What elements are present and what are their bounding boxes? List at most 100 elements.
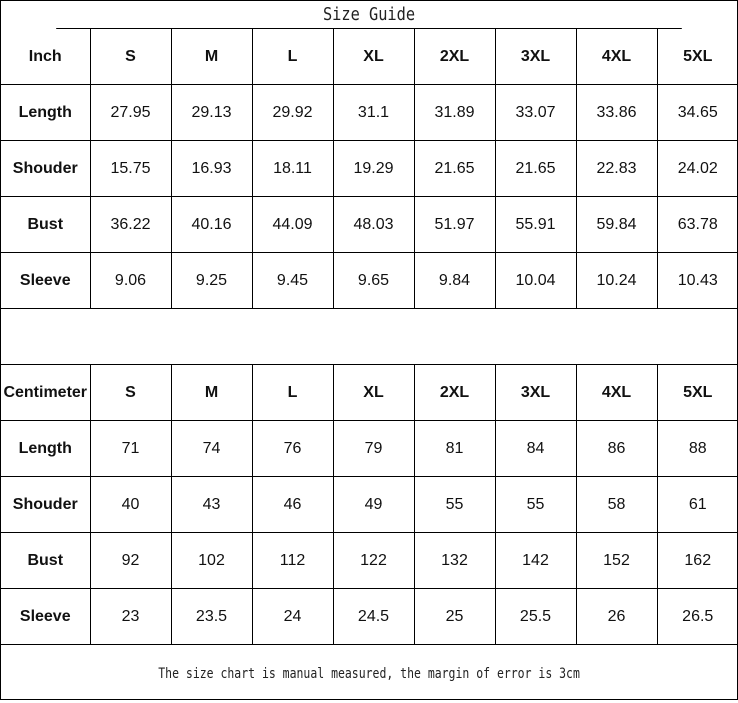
measurement-cell: 24.5	[332, 588, 415, 645]
measurement-note: The size chart is manual measured, the m…	[1, 645, 737, 700]
measurement-cell: 16.93	[170, 140, 253, 197]
size-header: M	[170, 29, 253, 85]
measurement-cell: 26	[575, 588, 658, 645]
measurement-cell: 9.65	[332, 252, 415, 309]
measurement-cell: 21.65	[413, 140, 496, 197]
measurement-cell: 61	[656, 476, 738, 533]
measurement-cell: 36.22	[89, 196, 172, 253]
measurement-cell: 48.03	[332, 196, 415, 253]
table-row: Bust 92 102 112 122 132 142 152 162	[1, 532, 738, 589]
measurement-cell: 43	[170, 476, 253, 533]
measurement-cell: 46	[251, 476, 334, 533]
measurement-cell: 33.07	[494, 84, 577, 141]
measurement-cell: 24.02	[656, 140, 738, 197]
measurement-cell: 92	[89, 532, 172, 589]
measurement-cell: 9.45	[251, 252, 334, 309]
measurement-cell: 122	[332, 532, 415, 589]
table-row: Sleeve 9.06 9.25 9.45 9.65 9.84 10.04 10.24 10.4…	[1, 252, 738, 309]
size-header: 4XL	[575, 365, 658, 421]
table-row: Sleeve 23 23.5 24 24.5 25 25.5 26 26.5	[1, 588, 738, 645]
unit-header: Inch	[1, 29, 91, 85]
size-header: M	[170, 365, 253, 421]
measurement-cell: 81	[413, 420, 496, 477]
measurement-cell: 51.97	[413, 196, 496, 253]
measurement-cell: 23	[89, 588, 172, 645]
measurement-cell: 29.13	[170, 84, 253, 141]
measurement-cell: 23.5	[170, 588, 253, 645]
size-header: S	[89, 29, 172, 85]
measurement-cell: 29.92	[251, 84, 334, 141]
table-row: Length 27.95 29.13 29.92 31.1 31.89 33.07 33.86…	[1, 84, 738, 141]
header-row: Inch S M L XL 2XL 3XL 4XL 5XL	[1, 29, 738, 85]
table-row: Length 71 74 76 79 81 84 86 88	[1, 420, 738, 477]
measurement-cell: 88	[656, 420, 738, 477]
measurement-cell: 34.65	[656, 84, 738, 141]
measurement-cell: 21.65	[494, 140, 577, 197]
measurement-cell: 55.91	[494, 196, 577, 253]
measurement-cell: 79	[332, 420, 415, 477]
size-header: L	[251, 29, 334, 85]
unit-header: Centimeter	[1, 365, 91, 421]
measurement-cell: 71	[89, 420, 172, 477]
measurement-cell: 22.83	[575, 140, 658, 197]
measurement-cell: 152	[575, 532, 658, 589]
size-header: 2XL	[413, 29, 496, 85]
table-row: Shouder 40 43 46 49 55 55 58 61	[1, 476, 738, 533]
size-header: 5XL	[656, 365, 738, 421]
centimeter-size-table: Centimeter S M L XL 2XL 3XL 4XL 5XL Length 71 74 76 7…	[1, 365, 738, 645]
measurement-cell: 9.84	[413, 252, 496, 309]
table-row: Bust 36.22 40.16 44.09 48.03 51.97 55.91 59.84 6…	[1, 196, 738, 253]
row-label: Sleeve	[1, 588, 91, 645]
measurement-cell: 63.78	[656, 196, 738, 253]
measurement-cell: 33.86	[575, 84, 658, 141]
measurement-cell: 74	[170, 420, 253, 477]
measurement-cell: 31.1	[332, 84, 415, 141]
size-header: 5XL	[656, 29, 738, 85]
row-label: Length	[1, 420, 91, 477]
row-label: Bust	[1, 196, 91, 253]
measurement-cell: 44.09	[251, 196, 334, 253]
size-header: 4XL	[575, 29, 658, 85]
size-header: L	[251, 365, 334, 421]
row-label: Bust	[1, 532, 91, 589]
table-row: Shouder 15.75 16.93 18.11 19.29 21.65 21.65 22.…	[1, 140, 738, 197]
size-header: 2XL	[413, 365, 496, 421]
measurement-cell: 25.5	[494, 588, 577, 645]
measurement-note-text: The size chart is manual measured, the m…	[158, 666, 580, 682]
measurement-cell: 25	[413, 588, 496, 645]
measurement-cell: 10.04	[494, 252, 577, 309]
size-header: 3XL	[494, 29, 577, 85]
measurement-cell: 49	[332, 476, 415, 533]
measurement-cell: 112	[251, 532, 334, 589]
measurement-cell: 76	[251, 420, 334, 477]
measurement-cell: 102	[170, 532, 253, 589]
row-label: Shouder	[1, 476, 91, 533]
measurement-cell: 24	[251, 588, 334, 645]
measurement-cell: 55	[494, 476, 577, 533]
size-header: XL	[332, 365, 415, 421]
measurement-cell: 18.11	[251, 140, 334, 197]
measurement-cell: 9.06	[89, 252, 172, 309]
measurement-cell: 40.16	[170, 196, 253, 253]
measurement-cell: 58	[575, 476, 658, 533]
measurement-cell: 15.75	[89, 140, 172, 197]
size-header: XL	[332, 29, 415, 85]
measurement-cell: 10.43	[656, 252, 738, 309]
measurement-cell: 59.84	[575, 196, 658, 253]
measurement-cell: 19.29	[332, 140, 415, 197]
measurement-cell: 9.25	[170, 252, 253, 309]
size-header: 3XL	[494, 365, 577, 421]
row-label: Length	[1, 84, 91, 141]
size-header: S	[89, 365, 172, 421]
page-title: Size Guide	[56, 1, 682, 29]
measurement-cell: 162	[656, 532, 738, 589]
row-label: Sleeve	[1, 252, 91, 309]
header-row: Centimeter S M L XL 2XL 3XL 4XL 5XL	[1, 365, 738, 421]
measurement-cell: 31.89	[413, 84, 496, 141]
row-label: Shouder	[1, 140, 91, 197]
measurement-cell: 132	[413, 532, 496, 589]
spacer-row	[1, 309, 737, 365]
measurement-cell: 26.5	[656, 588, 738, 645]
measurement-cell: 10.24	[575, 252, 658, 309]
